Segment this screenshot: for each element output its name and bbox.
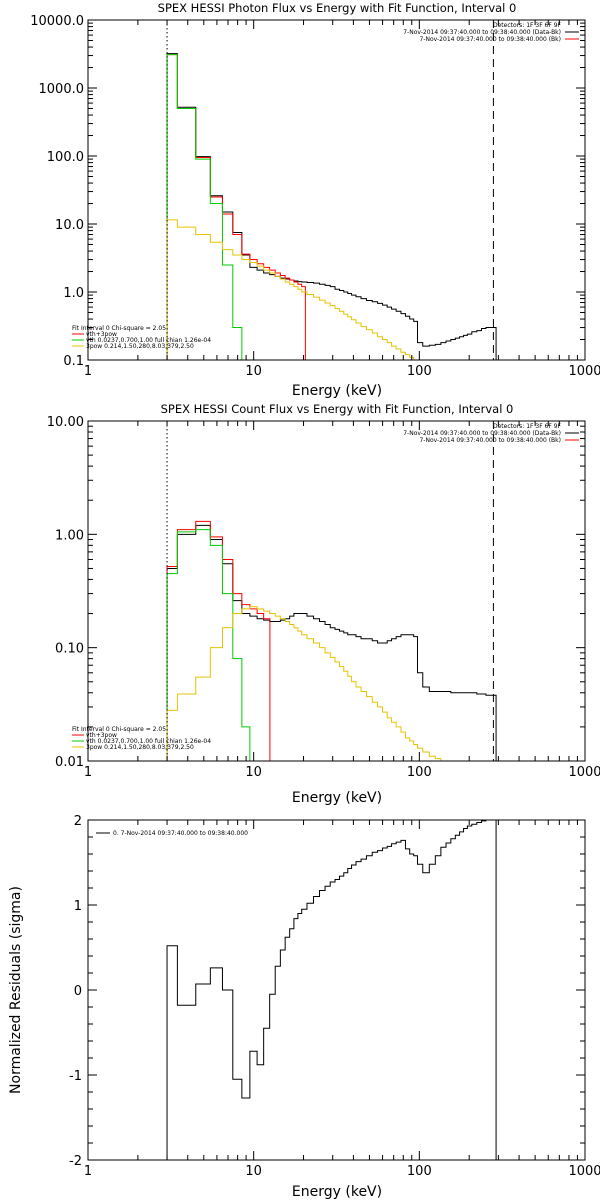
plot-frame: [87, 819, 586, 1161]
y-tick-label: 0.10: [55, 642, 84, 657]
series-group: [166, 53, 497, 360]
legend-entry: Detectors: 1F 3F 6F 9F: [493, 22, 562, 29]
legend-entry: vth 0.0237,0.700,1.00 full chian 1.26e-0…: [86, 337, 211, 344]
chart-title: SPEX HESSI Photon Flux vs Energy with Fi…: [158, 1, 517, 15]
y-tick-label: -2: [69, 1154, 82, 1169]
x-axis-label: Energy (keV): [292, 383, 382, 399]
x-tick-label: 10: [245, 364, 262, 379]
photon-flux-panel: SPEX HESSI Photon Flux vs Energy with Fi…: [30, 1, 600, 399]
y-tick-label: 0.01: [55, 755, 84, 770]
series-line-1: [166, 520, 271, 761]
y-tick-label: 100.0: [47, 150, 84, 165]
x-tick-label: 100: [407, 1164, 432, 1179]
chart-title: SPEX HESSI Count Flux vs Energy with Fit…: [161, 402, 514, 416]
legend-entry: 0. 7-Nov-2014 09:37:40.000 to 09:38:40.0…: [113, 830, 248, 837]
y-tick-label: 10000.0: [30, 14, 84, 29]
x-tick-label: 1000: [568, 765, 600, 780]
legend-header: Fit Interval 0 Chi-square = 2.05: [72, 726, 166, 733]
x-tick-label: 100: [407, 765, 432, 780]
legend-entry: 3pow 0.214,1.50,280,8.03,379,2.50: [86, 744, 194, 751]
y-tick-label: 1.00: [55, 528, 84, 543]
series-line-3: [166, 219, 418, 360]
residuals-panel: Energy (keV) Normalized Residuals (sigma…: [8, 814, 600, 1200]
series-line-2: [166, 54, 251, 360]
series-line-3: [166, 606, 447, 761]
y-tick-label: 1: [74, 899, 82, 914]
series-group: [166, 820, 497, 1160]
legend-entry: vth+3pow: [86, 331, 117, 338]
legend-entry: Detectors: 1F 3F 6F 9F: [493, 423, 562, 430]
y-tick-label: 0.1: [63, 354, 84, 369]
legend-entry: 7-Nov-2014 09:37:40.000 to 09:38:40.000 …: [403, 29, 561, 36]
plot-frame: [87, 420, 586, 762]
y-axis-label: Normalized Residuals (sigma): [8, 886, 24, 1094]
x-tick-label: 1000: [568, 364, 600, 379]
series-line-0: [166, 524, 497, 761]
legend-entry: 7-Nov-2014 09:37:40.000 to 09:38:40.000 …: [403, 430, 561, 437]
legend-entry: vth 0.0237,0.700,1.00 full chian 1.26e-0…: [86, 738, 211, 745]
y-tick-label: 10.0: [55, 218, 84, 233]
series-line-0: [166, 820, 497, 1160]
plot-frame: [87, 19, 586, 361]
count-flux-panel: SPEX HESSI Count Flux vs Energy with Fit…: [47, 402, 600, 806]
x-tick-label: 100: [407, 364, 432, 379]
legend-entry: 7-Nov-2014 09:37:40.000 to 09:38:40.000 …: [419, 36, 561, 43]
legend-header: Fit Interval 0 Chi-square = 2.05: [72, 325, 166, 332]
y-tick-label: 1.0: [63, 286, 84, 301]
x-tick-label: 1: [84, 1164, 92, 1179]
x-tick-label: 10: [245, 1164, 262, 1179]
x-tick-label: 10: [245, 765, 262, 780]
series-group: [166, 520, 497, 761]
series-line-2: [166, 529, 258, 761]
y-tick-label: 1000.0: [39, 82, 85, 97]
x-axis-label: Energy (keV): [292, 1184, 382, 1200]
y-tick-label: -1: [69, 1069, 82, 1084]
x-tick-label: 1: [84, 364, 92, 379]
legend-entry: 7-Nov-2014 09:37:40.000 to 09:38:40.000 …: [419, 437, 561, 444]
x-tick-label: 1: [84, 765, 92, 780]
legend-entry: 3pow 0.214,1.50,280,8.03,379,2.50: [86, 343, 194, 350]
x-tick-label: 1000: [568, 1164, 600, 1179]
y-tick-label: 2: [74, 814, 82, 829]
y-tick-label: 0: [74, 984, 82, 999]
series-line-0: [166, 53, 497, 360]
y-tick-label: 10.00: [47, 415, 84, 430]
legend-entry: vth+3pow: [86, 732, 117, 739]
series-line-1: [166, 54, 306, 360]
x-axis-label: Energy (keV): [292, 790, 382, 806]
